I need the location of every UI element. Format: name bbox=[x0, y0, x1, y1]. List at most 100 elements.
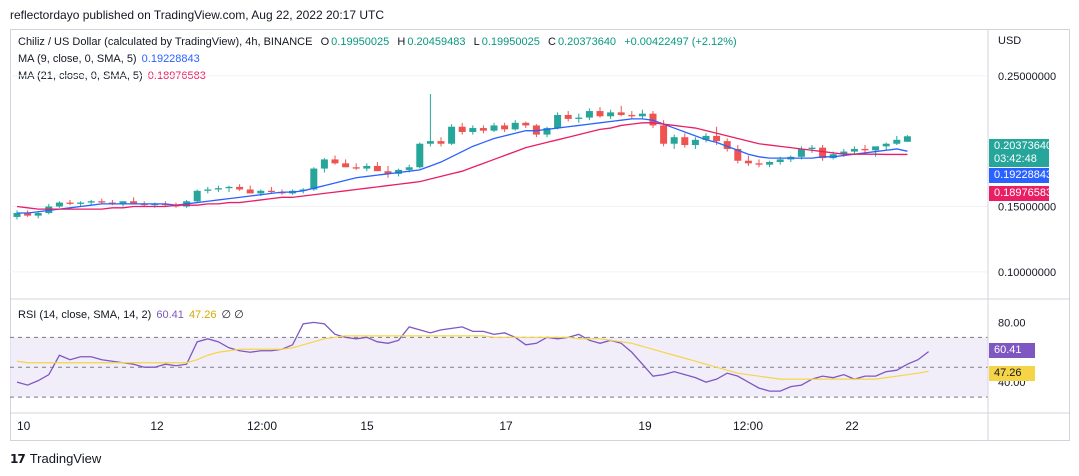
rsi-sma-line bbox=[16, 335, 929, 380]
candle-body bbox=[713, 135, 721, 142]
candle-body bbox=[373, 165, 381, 172]
candle-body bbox=[840, 151, 848, 155]
candle-body bbox=[257, 190, 265, 194]
open-label: O bbox=[320, 36, 330, 48]
candle-body bbox=[660, 125, 668, 144]
candle-body bbox=[607, 112, 615, 117]
open-value: 0.19950025 bbox=[331, 36, 390, 48]
change-value: +0.00422497 (+2.12%) bbox=[624, 36, 737, 48]
candle-body bbox=[437, 141, 445, 144]
rsi-value: 60.41 bbox=[156, 309, 184, 321]
candle-body bbox=[554, 114, 562, 129]
time-tick-label: 22 bbox=[845, 419, 859, 433]
candle-body bbox=[320, 159, 328, 169]
ma9-value: 0.19228843 bbox=[141, 53, 200, 65]
candle-body bbox=[734, 148, 742, 161]
candle-body bbox=[850, 148, 858, 152]
ma21-line bbox=[16, 122, 908, 210]
candle-body bbox=[108, 202, 116, 204]
candle-body bbox=[628, 114, 636, 117]
price-pane bbox=[13, 94, 911, 220]
candle-body bbox=[34, 213, 42, 216]
candle-body bbox=[702, 135, 710, 140]
candle-body bbox=[77, 202, 85, 204]
candle-body bbox=[585, 111, 593, 118]
candle-body bbox=[755, 163, 763, 165]
time-tick-label: 15 bbox=[360, 419, 374, 433]
candle-body bbox=[151, 203, 159, 206]
candle-body bbox=[310, 168, 318, 190]
rsi-extra-values: ∅ ∅ bbox=[221, 309, 244, 321]
candle-body bbox=[405, 167, 413, 170]
candle-body bbox=[469, 128, 477, 132]
candle-body bbox=[214, 188, 222, 190]
rsi-sma-value: 47.26 bbox=[188, 309, 217, 321]
candle-body bbox=[225, 186, 233, 189]
brand-name: TradingView bbox=[29, 451, 102, 466]
candle-body bbox=[363, 165, 371, 169]
candle-body bbox=[267, 190, 275, 193]
candle-body bbox=[352, 167, 360, 169]
last-price-value: 0.20373640 bbox=[994, 140, 1053, 152]
time-tick-label: 19 bbox=[638, 419, 652, 433]
candle-body bbox=[638, 113, 646, 117]
candle-body bbox=[331, 159, 339, 164]
rsi-label: RSI (14, close, SMA, 14, 2) bbox=[18, 309, 152, 321]
candle-body bbox=[87, 201, 95, 203]
rsi-tag: 60.41 bbox=[989, 343, 1035, 358]
candle-body bbox=[744, 160, 752, 164]
ma9-label: MA (9, close, 0, SMA, 5) bbox=[18, 53, 137, 65]
candle-body bbox=[384, 171, 392, 174]
candle-body bbox=[543, 128, 551, 135]
candle-body bbox=[490, 125, 498, 131]
candle-body bbox=[872, 146, 880, 151]
candle-body bbox=[893, 139, 901, 144]
time-tick-label: 12:00 bbox=[733, 419, 763, 433]
time-tick-label: 10 bbox=[17, 419, 31, 433]
last-price-tag: 0.20373640 03:42:48 bbox=[989, 139, 1053, 167]
footer-brand[interactable]: 17 TradingView bbox=[10, 451, 101, 466]
candle-body bbox=[564, 114, 572, 119]
candle-body bbox=[98, 201, 106, 203]
publish-info: reflectordayo published on TradingView.c… bbox=[10, 8, 385, 22]
candle-body bbox=[776, 159, 784, 163]
rsi-sma-tag: 47.26 bbox=[989, 366, 1035, 381]
candle-body bbox=[670, 137, 678, 144]
candle-body bbox=[596, 111, 604, 117]
candle-body bbox=[342, 163, 350, 168]
time-tick-label: 12:00 bbox=[247, 419, 277, 433]
rsi-pane bbox=[10, 321, 988, 398]
candle-body bbox=[522, 122, 530, 126]
candle-body bbox=[797, 148, 805, 157]
candle-body bbox=[426, 141, 434, 144]
symbol-legend: Chiliz / US Dollar (calculated by Tradin… bbox=[18, 36, 739, 48]
ma9-price-tag: 0.19228843 bbox=[989, 168, 1052, 183]
candle-body bbox=[723, 141, 731, 149]
symbol-title: Chiliz / US Dollar (calculated by Tradin… bbox=[18, 36, 313, 48]
candle-body bbox=[236, 186, 244, 190]
candle-body bbox=[416, 143, 424, 168]
candle-body bbox=[479, 128, 487, 131]
ma21-price-tag: 0.18976583 bbox=[989, 186, 1052, 201]
candle-body bbox=[819, 147, 827, 159]
chart-frame[interactable] bbox=[10, 29, 1070, 441]
time-tick-label: 17 bbox=[499, 419, 513, 433]
candle-body bbox=[193, 190, 201, 202]
price-tick-label: 0.25000000 bbox=[998, 71, 1056, 83]
candle-body bbox=[575, 117, 583, 119]
candle-body bbox=[882, 143, 890, 147]
low-value: 0.19950025 bbox=[481, 36, 540, 48]
candle-body bbox=[204, 189, 212, 191]
close-value: 0.20373640 bbox=[557, 36, 617, 48]
high-label: H bbox=[397, 36, 406, 48]
price-tick-label: 0.10000000 bbox=[998, 267, 1056, 279]
candle-body bbox=[13, 213, 21, 217]
candle-body bbox=[458, 126, 466, 132]
candle-body bbox=[691, 139, 699, 146]
candle-body bbox=[448, 126, 456, 144]
rsi-legend[interactable]: RSI (14, close, SMA, 14, 2) 60.41 47.26 … bbox=[18, 308, 246, 321]
ma9-line bbox=[17, 118, 908, 214]
ma9-legend[interactable]: MA (9, close, 0, SMA, 5) 0.19228843 bbox=[18, 53, 202, 65]
candle-body bbox=[766, 162, 774, 165]
